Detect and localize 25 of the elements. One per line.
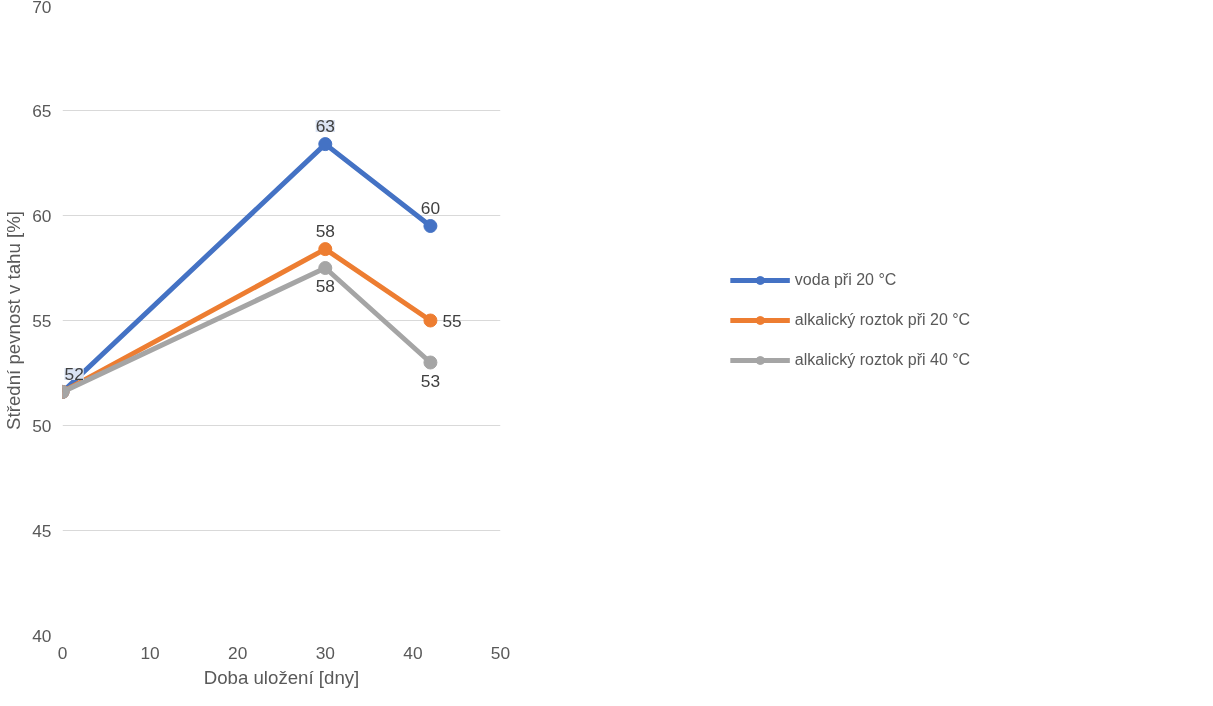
data-label: 58 [315,276,335,296]
data-label: 63 [315,116,335,137]
data-label: 60 [420,198,441,218]
legend-label: alkalický roztok při 40 °C [794,351,971,369]
x-tick-label: 10 [140,642,160,663]
data-label: 52 [64,363,84,384]
y-tick-label: 45 [32,520,52,541]
x-tick-label: 40 [403,642,423,663]
y-tick-label: 50 [32,415,52,436]
legend-label: alkalický roztok při 20 °C [794,311,971,329]
y-tick-label: 40 [32,625,52,646]
x-tick-label: 50 [490,642,511,663]
x-axis-title: Doba uložení [dny] [203,666,360,688]
y-tick-label: 60 [32,205,52,226]
x-tick-label: 20 [228,642,248,663]
x-tick-label: 30 [315,642,335,663]
legend-label: voda při 20 °C [794,271,897,289]
y-tick-label: 55 [32,310,52,331]
data-label: 55 [442,310,462,331]
y-axis-title: Střední pevnost v tahu [%] [3,211,25,430]
x-tick-label: 0 [57,642,68,663]
y-tick-label: 70 [32,0,52,17]
data-label: 58 [315,221,335,242]
y-tick-label: 65 [32,100,52,121]
data-label: 53 [420,370,441,391]
